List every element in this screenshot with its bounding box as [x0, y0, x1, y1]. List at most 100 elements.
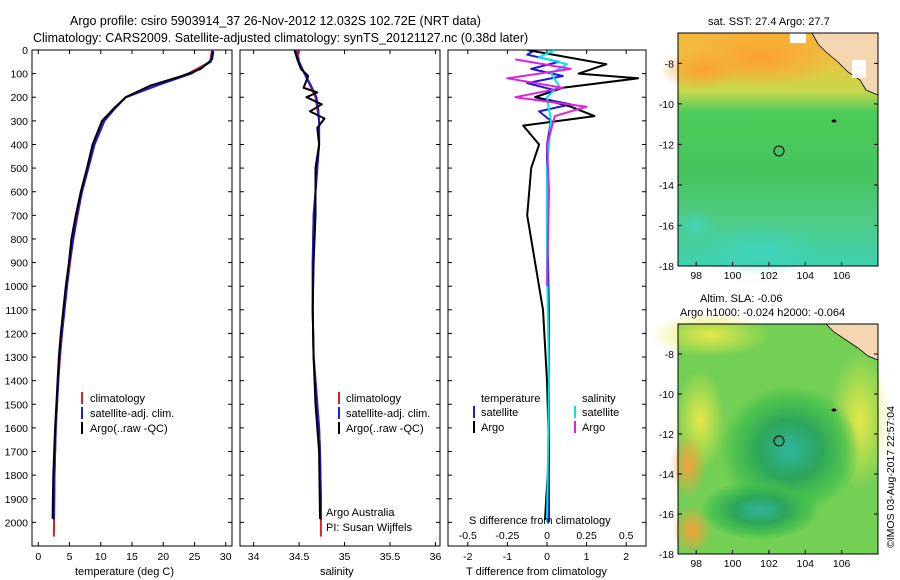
map-lat-label: -8 [665, 349, 674, 361]
legend-header-salinity: salinity [582, 393, 616, 405]
argo-location-marker [773, 145, 785, 157]
s-diff-tick-label: 0.5 [619, 530, 634, 542]
legend-label-argo: Argo(..raw -QC) [90, 423, 168, 435]
map-lat-label: -18 [659, 261, 674, 273]
coastline [811, 32, 879, 96]
series-line-argo-raw-qc- [293, 50, 326, 519]
map-lat-label: -10 [659, 99, 674, 111]
cloud-mask-patch [790, 33, 806, 43]
x-tick-label: 0 [35, 551, 41, 563]
x-tick-label: 30 [220, 551, 232, 563]
x-tick-label: 15 [126, 551, 138, 563]
depth-tick-label: 700 [10, 210, 28, 222]
depth-tick-label: 1300 [5, 352, 29, 364]
legend-header-temperature: temperature [481, 393, 540, 405]
temperature-panel-frame [31, 49, 233, 547]
s-diff-tick-label: -0.25 [495, 530, 519, 542]
sla-map-frame [677, 323, 879, 555]
x-tick-label: 35.5 [380, 551, 401, 563]
series-line-salinity-satellite [538, 50, 568, 523]
depth-tick-label: 1600 [5, 423, 29, 435]
temperature-legend: climatology satellite-adj. clim. Argo(..… [81, 392, 174, 435]
salinity-series-group [293, 50, 326, 537]
depth-tick-label: 1500 [5, 399, 29, 411]
land-mass [826, 324, 878, 360]
depth-tick-label: 600 [10, 187, 28, 199]
legend-label-climatology: climatology [90, 393, 146, 405]
legend-label-climatology: climatology [346, 393, 402, 405]
legend-label-temperature-argo: Argo [481, 422, 504, 434]
depth-tick-label: 2000 [5, 517, 29, 529]
s-diff-tick-label: 0.25 [576, 530, 597, 542]
salinity-panel-frame [239, 49, 441, 547]
legend-label-salinity-argo: Argo [582, 422, 605, 434]
depth-tick-label: 800 [10, 234, 28, 246]
sla-map-axes: 98 100 102 104 106 -8 -10 -12 -14 -16 -18 [659, 349, 878, 570]
series-line-salinity-argo [506, 58, 588, 287]
sst-warm-patch [660, 50, 740, 90]
difference-s-axis: -0.5 -0.25 0 0.25 0.5 [459, 530, 634, 542]
salinity-depth-ticks [240, 49, 440, 523]
series-line-temperature-argo [522, 50, 640, 521]
legend-label-salinity-satellite: satellite [582, 407, 619, 419]
depth-tick-label: 1800 [5, 470, 29, 482]
difference-depth-ticks [448, 49, 646, 523]
sst-map-axes: 98 100 102 104 106 -8 -10 -12 -14 -16 -18 [659, 58, 878, 282]
sla-map-title-line1: Altim. SLA: -0.06 [700, 293, 783, 305]
sla-low-patch [700, 480, 820, 540]
map-lon-label: 106 [833, 558, 851, 570]
map-lat-label: -16 [659, 509, 674, 521]
map-lat-label: -16 [659, 220, 674, 232]
coastline [825, 323, 879, 361]
map-lat-label: -8 [665, 58, 674, 70]
legend-label-satellite: satellite-adj. clim. [346, 408, 430, 420]
temperature-xlabel: temperature (deg C) [75, 566, 174, 578]
map-lat-label: -12 [659, 429, 674, 441]
x-tick-label: 5 [67, 551, 73, 563]
sst-cyan-patch [673, 210, 717, 240]
x-tick-label: 2 [623, 551, 629, 563]
depth-tick-label: 500 [10, 163, 28, 175]
difference-x-axis: -2 -1 0 1 2 [463, 50, 629, 563]
map-lat-label: -14 [659, 469, 674, 481]
difference-xlabel: T difference from climatology [466, 566, 607, 578]
figure-title-line1: Argo profile: csiro 5903914_37 26-Nov-20… [70, 14, 481, 28]
temperature-series-group [51, 50, 215, 537]
figure-title-line2: Climatology: CARS2009. Satellite-adjuste… [33, 31, 528, 45]
depth-tick-label: 1700 [5, 447, 29, 459]
cloud-mask-patch [852, 60, 866, 78]
x-tick-label: -1 [503, 551, 512, 563]
imos-credit: ©IMOS 03-Aug-2017 22:57:04 [885, 406, 897, 548]
map-lat-label: -12 [659, 139, 674, 151]
salinity-x-axis: 34 34.5 35 35.5 36 [248, 50, 441, 563]
s-diff-tick-label: 0 [544, 530, 550, 542]
depth-tick-label: 1100 [5, 305, 28, 317]
s-diff-tick-label: -0.5 [459, 530, 477, 542]
island-marker [831, 408, 837, 412]
temperature-depth-axis: 0 100 200 300 400 500 600 700 800 900 1000 1100 1200… [5, 45, 232, 529]
sst-map [660, 28, 879, 275]
pi-annotation: PI: Susan Wijffels [326, 522, 412, 534]
difference-legend: temperature satellite Argo salinity sate… [473, 393, 619, 434]
map-lon-label: 98 [690, 558, 702, 570]
argo-location-marker [773, 435, 785, 447]
map-lat-label: -18 [659, 549, 674, 561]
map-lat-label: -14 [659, 180, 674, 192]
sst-map-frame [677, 32, 879, 267]
map-lon-label: 104 [797, 270, 815, 282]
depth-tick-label: 400 [10, 139, 28, 151]
series-line-argo-raw-qc- [51, 51, 215, 519]
x-tick-label: 1 [584, 551, 590, 563]
legend-label-satellite: satellite-adj. clim. [90, 408, 174, 420]
map-lon-label: 98 [690, 270, 702, 282]
x-tick-label: 34.5 [289, 551, 310, 563]
x-tick-label: 10 [95, 551, 107, 563]
depth-tick-label: 200 [10, 92, 28, 104]
legend-label-temperature-satellite: satellite [481, 407, 518, 419]
x-tick-label: 35 [339, 551, 351, 563]
x-tick-label: 0 [544, 551, 550, 563]
depth-tick-label: 0 [22, 45, 28, 57]
x-tick-label: 25 [189, 551, 201, 563]
map-lat-label: -10 [659, 389, 674, 401]
